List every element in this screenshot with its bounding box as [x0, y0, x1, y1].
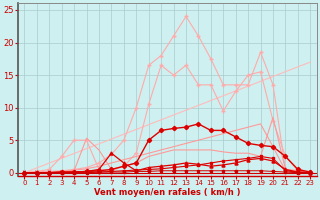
X-axis label: Vent moyen/en rafales ( km/h ): Vent moyen/en rafales ( km/h ) — [94, 188, 241, 197]
